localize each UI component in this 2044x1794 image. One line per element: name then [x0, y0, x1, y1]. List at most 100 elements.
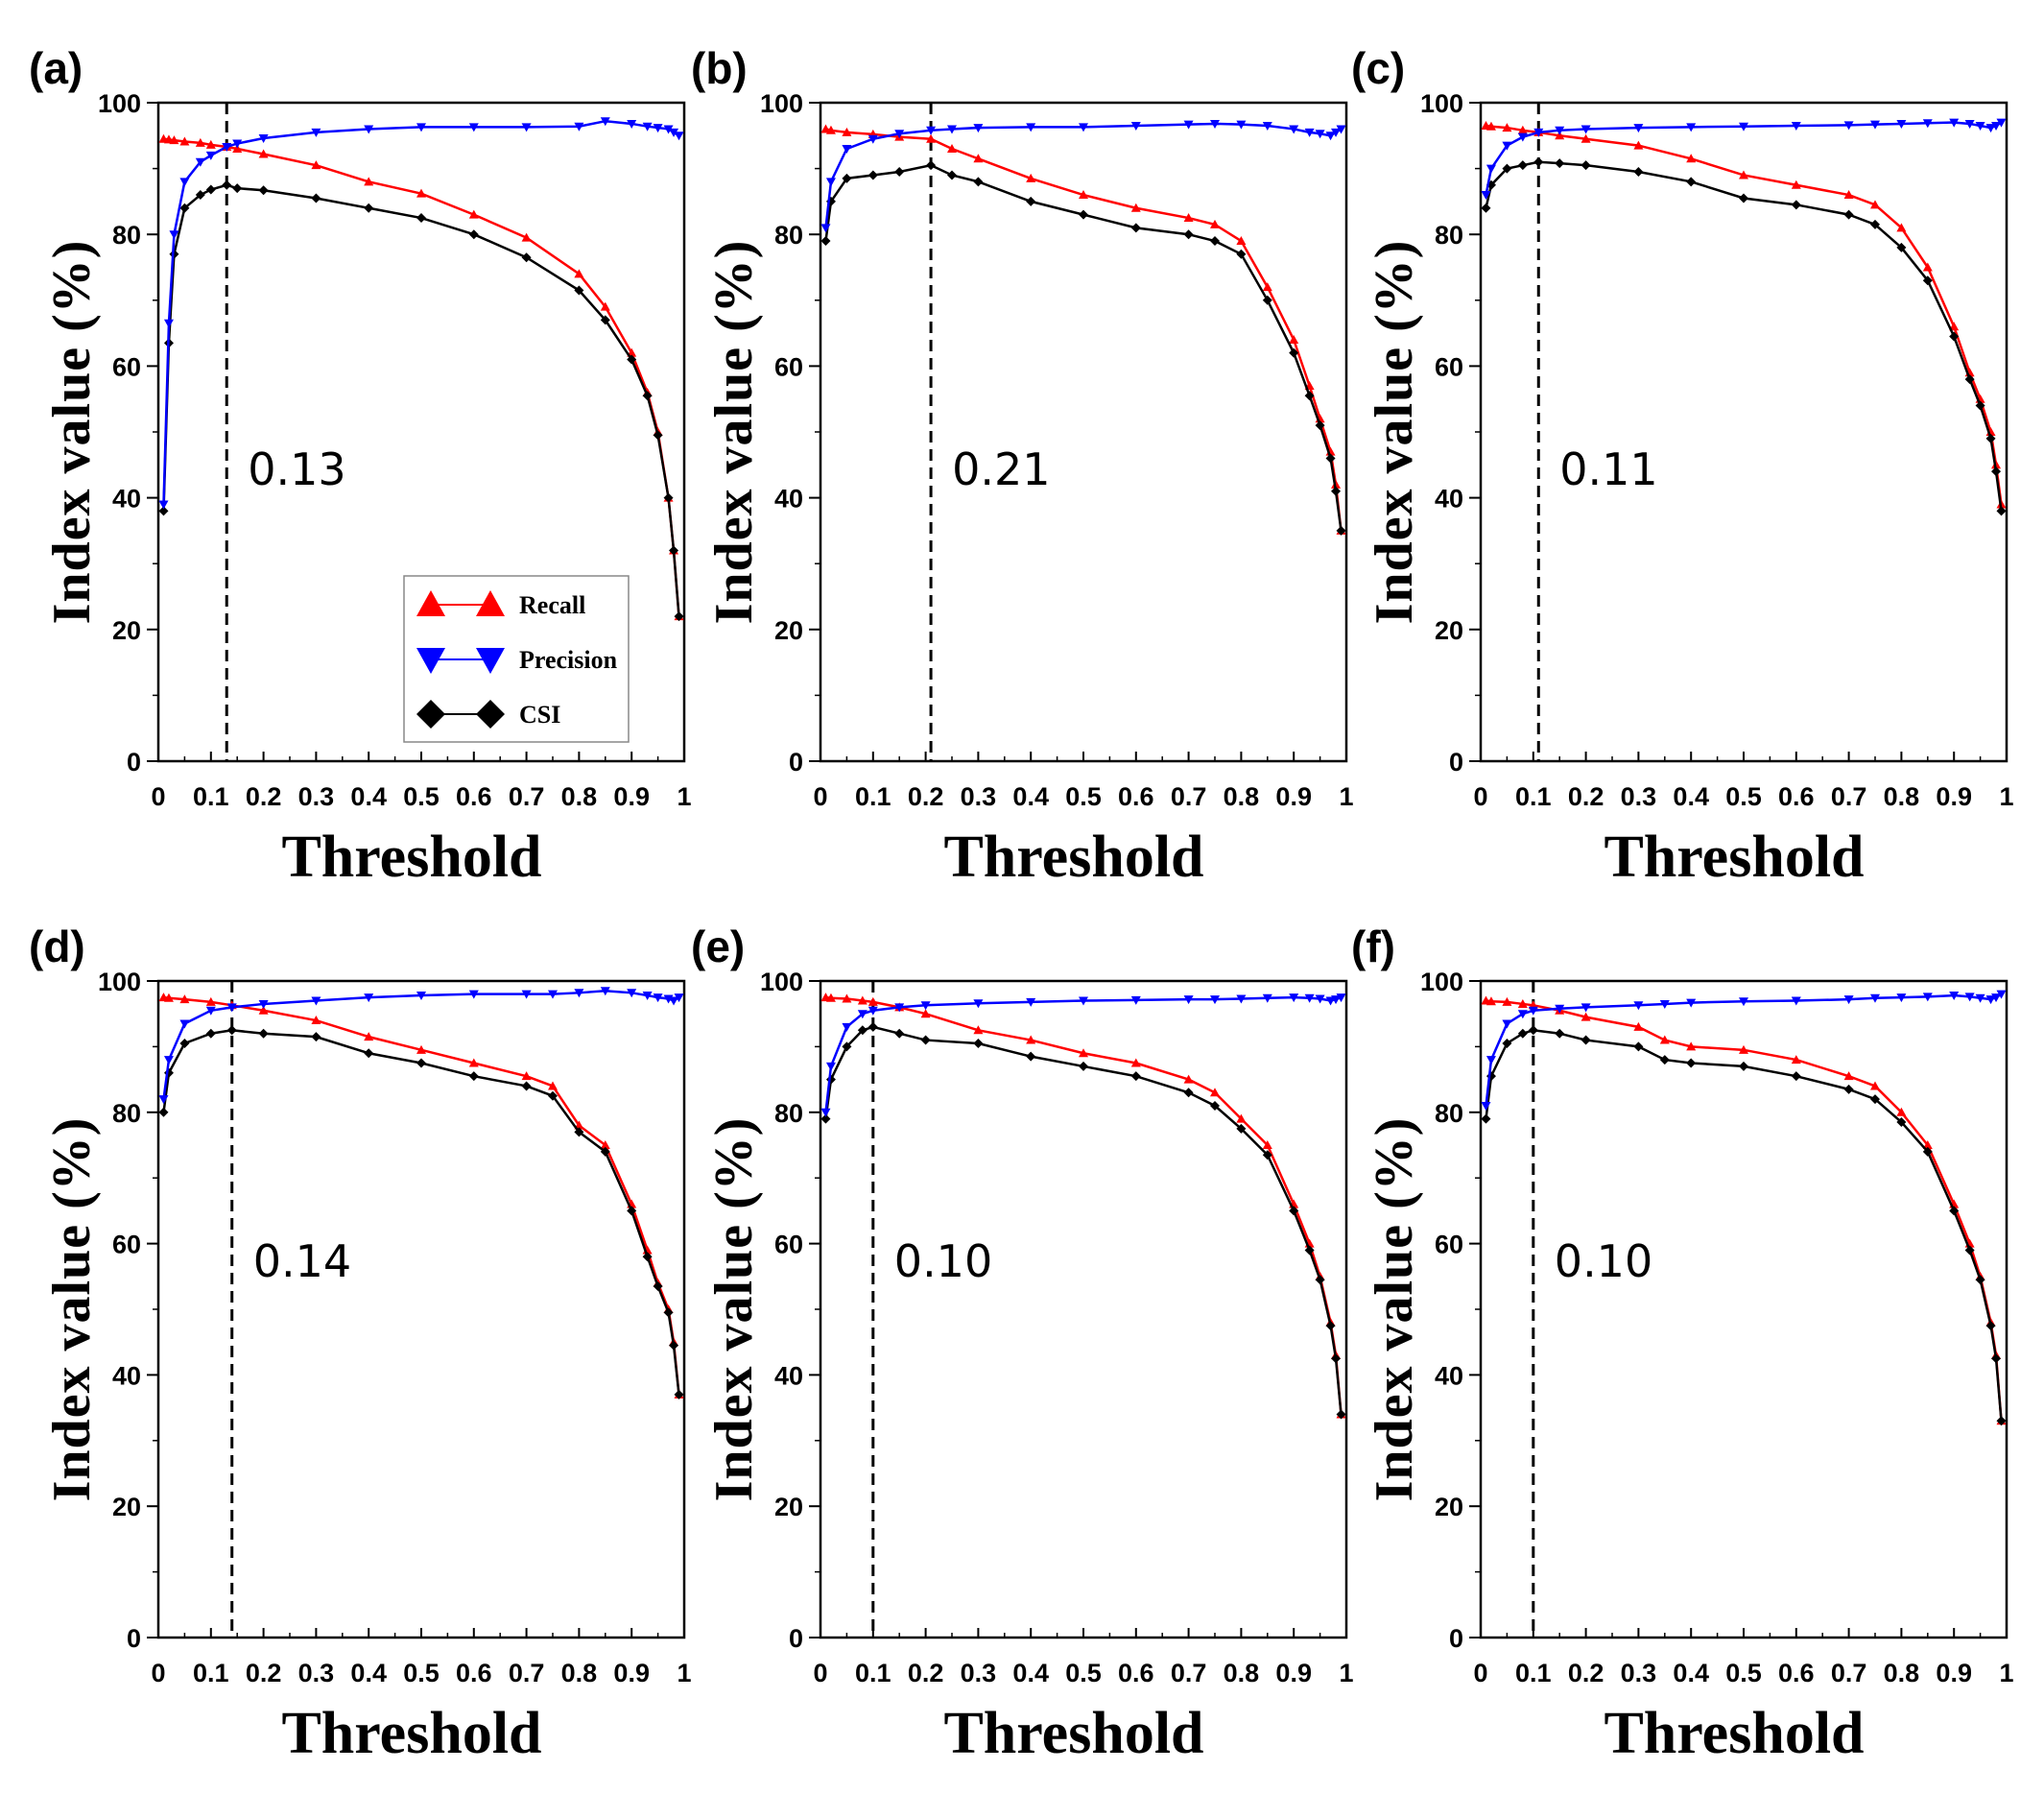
data-point-precision [1870, 993, 1880, 1003]
data-point-precision [1262, 993, 1272, 1003]
data-point-precision [163, 1056, 174, 1065]
data-point-precision [1502, 1019, 1512, 1029]
x-tick-label: 0.3 [961, 782, 997, 811]
data-point-csi [669, 1340, 679, 1351]
data-point-csi [820, 236, 831, 247]
data-point-recall [205, 139, 216, 149]
x-tick-label: 0.2 [246, 1659, 282, 1687]
threshold-label: 0.11 [1559, 443, 1657, 495]
x-tick-label: 0.4 [1012, 782, 1049, 811]
data-point-csi [1183, 229, 1194, 240]
data-point-precision [820, 224, 831, 233]
x-axis-title: Threshold [943, 1701, 1203, 1766]
data-point-csi [521, 1081, 532, 1091]
data-point-precision [820, 1108, 831, 1117]
data-point-precision [1533, 128, 1544, 137]
x-tick-label: 0 [813, 1659, 827, 1687]
x-tick-label: 0.2 [1568, 1659, 1604, 1687]
data-point-precision [163, 319, 174, 328]
data-point-precision [1079, 123, 1088, 132]
plot-frame [819, 979, 1348, 1639]
series-line-csi [824, 1025, 1343, 1415]
data-point-recall [1236, 236, 1247, 246]
data-point-precision [1843, 121, 1854, 131]
x-tick-label: 0.4 [1673, 1659, 1709, 1687]
data-point-precision [894, 1003, 905, 1013]
data-point-csi [1870, 219, 1880, 229]
data-point-precision [1896, 119, 1907, 129]
x-tick-label: 0.3 [298, 782, 335, 811]
panel-label: (f) [1351, 921, 1395, 971]
data-point-recall [1739, 1044, 1748, 1054]
data-point-precision [825, 1062, 836, 1071]
x-tick-label: 0.4 [350, 1659, 387, 1687]
data-point-csi [1517, 160, 1528, 171]
x-tick-label: 0.6 [1778, 782, 1815, 811]
data-point-precision [311, 128, 321, 137]
data-point-precision [226, 1003, 237, 1013]
data-point-recall [179, 136, 190, 146]
x-tick-label: 0.3 [1621, 1659, 1657, 1687]
data-point-csi [1325, 1321, 1336, 1331]
data-point-csi [920, 1035, 931, 1045]
series-line-csi [162, 183, 680, 617]
legend-marker [416, 648, 445, 674]
y-tick-label: 20 [1435, 1493, 1463, 1521]
data-point-recall [311, 1016, 321, 1025]
data-point-precision [1183, 995, 1194, 1005]
data-point-recall [1581, 1012, 1591, 1021]
data-point-precision [1485, 164, 1496, 174]
x-tick-label: 0.8 [561, 782, 598, 811]
x-tick-label: 0.5 [1725, 1659, 1762, 1687]
data-point-precision [1481, 191, 1491, 201]
threshold-label: 0.14 [253, 1235, 351, 1287]
x-tick-label: 0.1 [1515, 782, 1552, 811]
data-point-csi [820, 1113, 831, 1124]
data-point-csi [894, 167, 905, 178]
data-point-precision [894, 130, 905, 139]
x-tick-label: 0 [1473, 782, 1487, 811]
data-point-precision [1315, 130, 1325, 139]
x-tick-label: 0.9 [1275, 782, 1312, 811]
data-point-recall [857, 995, 868, 1005]
data-point-precision [1949, 118, 1960, 128]
y-tick-label: 80 [112, 1099, 141, 1128]
data-point-csi [574, 1127, 584, 1137]
data-point-precision [521, 123, 532, 132]
data-point-csi [574, 285, 584, 296]
data-point-precision [1555, 1004, 1565, 1014]
series-line-precision [1485, 121, 2003, 196]
data-point-csi [232, 183, 243, 194]
data-point-precision [416, 123, 426, 132]
x-tick-label: 0.6 [1118, 1659, 1154, 1687]
y-tick-label: 100 [1420, 89, 1463, 118]
data-point-precision [1210, 119, 1220, 129]
data-point-recall [1502, 996, 1512, 1006]
data-point-csi [1555, 1028, 1565, 1039]
data-point-precision [1336, 125, 1346, 134]
threshold-label: 0.10 [894, 1235, 992, 1287]
data-point-precision [1331, 995, 1342, 1005]
x-tick-label: 0.7 [509, 1659, 545, 1687]
data-point-csi [1502, 1038, 1512, 1048]
legend-marker [416, 590, 445, 616]
data-point-precision [232, 139, 243, 149]
x-tick-label: 0.3 [1621, 782, 1657, 811]
data-point-recall [1659, 1035, 1670, 1044]
data-point-recall [163, 993, 174, 1002]
data-point-csi [1336, 1409, 1346, 1420]
data-point-recall [1183, 1074, 1194, 1084]
x-tick-label: 0.7 [1171, 782, 1207, 811]
legend-label: Recall [519, 591, 585, 619]
y-tick-label: 40 [112, 1361, 141, 1390]
data-point-csi [1555, 158, 1565, 169]
data-point-recall [973, 1025, 984, 1035]
data-point-csi [868, 170, 878, 180]
x-tick-label: 0.6 [456, 782, 492, 811]
legend-marker [476, 648, 505, 674]
x-tick-label: 0.8 [1224, 782, 1260, 811]
data-point-csi [1964, 374, 1975, 385]
data-point-csi [1304, 391, 1315, 401]
data-point-csi [1336, 525, 1346, 536]
